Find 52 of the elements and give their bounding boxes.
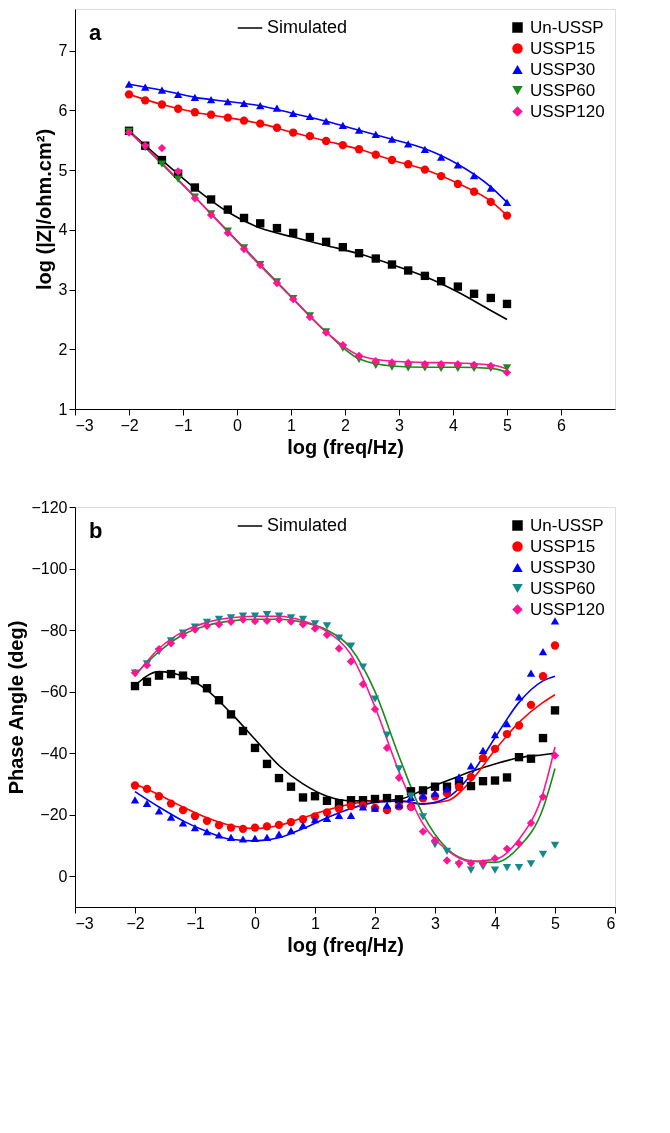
legend-label: USSP120 [530, 599, 605, 619]
y-axis-title: log (|Z|/ohm.cm²) [32, 128, 55, 291]
legend-label: Un-USSP [530, 515, 604, 535]
y-tick-label: 1 [58, 400, 68, 418]
x-tick-label: 0 [233, 416, 243, 434]
x-tick-label: −1 [186, 914, 205, 932]
y-tick-label: 6 [58, 101, 68, 119]
legend-label: Simulated [267, 515, 348, 535]
x-tick-label: 6 [606, 914, 616, 932]
annotation: b [89, 518, 103, 543]
legend-label: USSP120 [530, 101, 605, 121]
y-tick-label: 0 [58, 867, 68, 885]
x-tick-label: 5 [551, 914, 561, 932]
x-tick-label: 3 [431, 914, 441, 932]
x-tick-label: 1 [287, 416, 297, 434]
y-tick-label: −120 [31, 498, 68, 516]
annotation: a [89, 20, 102, 45]
legend-label: Un-USSP [530, 17, 604, 37]
x-tick-label: 1 [311, 914, 321, 932]
x-axis-title: log (freq/Hz) [287, 435, 404, 458]
legend-label: USSP60 [530, 578, 596, 598]
x-tick-label: −1 [174, 416, 193, 434]
legend-label: USSP15 [530, 38, 596, 58]
x-tick-label: 3 [395, 416, 405, 434]
y-tick-label: −40 [40, 744, 68, 762]
y-tick-label: −80 [40, 621, 68, 639]
y-axis-title: Phase Angle (deg) [5, 620, 28, 795]
y-tick-label: 2 [58, 340, 68, 358]
legend-label: USSP30 [530, 59, 596, 79]
y-tick-label: 4 [58, 221, 68, 239]
x-tick-label: 6 [557, 416, 567, 434]
y-tick-label: 3 [58, 281, 68, 299]
x-tick-label: −2 [126, 914, 145, 932]
x-tick-label: 4 [449, 416, 459, 434]
legend-label: USSP15 [530, 536, 596, 556]
x-tick-label: −3 [75, 416, 94, 434]
y-tick-label: 7 [58, 42, 68, 60]
y-tick-label: −100 [31, 560, 68, 578]
x-tick-label: 0 [251, 914, 261, 932]
x-tick-label: 4 [491, 914, 501, 932]
y-tick-label: −60 [40, 683, 68, 701]
x-tick-label: 2 [341, 416, 351, 434]
x-tick-label: −2 [120, 416, 139, 434]
legend-label: USSP30 [530, 557, 596, 577]
x-tick-label: 5 [503, 416, 513, 434]
x-tick-label: 2 [371, 914, 381, 932]
x-axis-title: log (freq/Hz) [287, 933, 404, 956]
x-tick-label: −3 [75, 914, 94, 932]
legend-label: Simulated [267, 17, 348, 37]
y-tick-label: −20 [40, 806, 68, 824]
y-tick-label: 5 [58, 161, 68, 179]
legend-label: USSP60 [530, 80, 596, 100]
